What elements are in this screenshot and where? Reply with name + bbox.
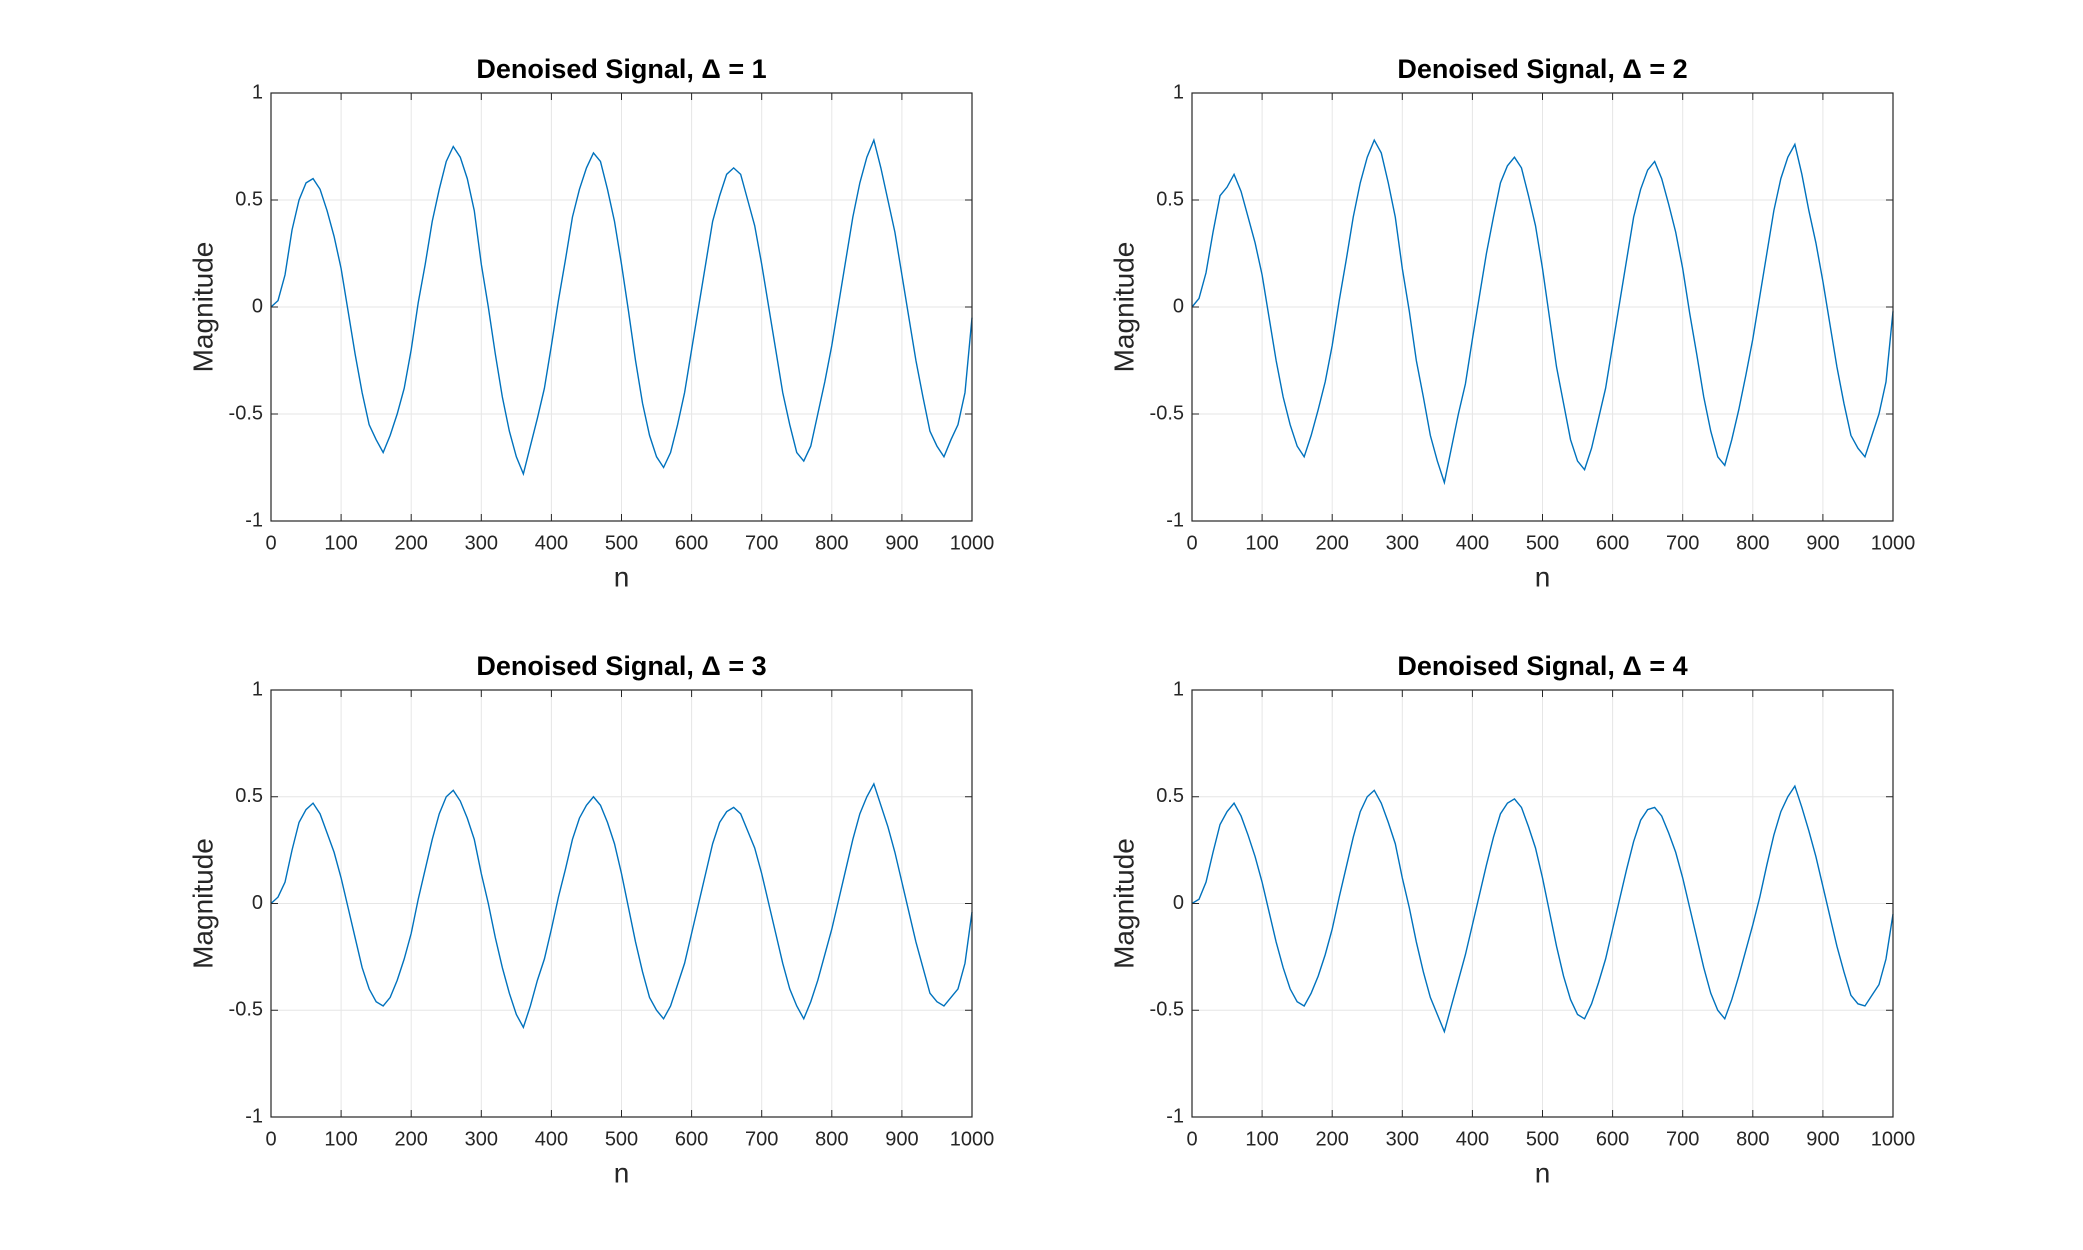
- x-tick-label: 300: [1386, 532, 1419, 554]
- x-tick-label: 600: [1596, 532, 1629, 554]
- y-axis-label: Magnitude: [187, 838, 218, 969]
- y-tick-label: -1: [245, 509, 263, 531]
- x-tick-label: 600: [675, 532, 708, 554]
- chart-title: Denoised Signal, Δ = 1: [476, 54, 766, 84]
- y-tick-label: 0.5: [235, 785, 263, 807]
- y-axis-label: Magnitude: [187, 242, 218, 373]
- x-tick-label: 500: [605, 532, 638, 554]
- x-tick-label: 800: [1736, 532, 1769, 554]
- x-tick-label: 300: [1386, 1128, 1419, 1150]
- x-tick-label: 200: [395, 1128, 428, 1150]
- x-tick-label: 700: [745, 1128, 778, 1150]
- x-tick-label: 200: [395, 532, 428, 554]
- x-tick-label: 1000: [950, 532, 995, 554]
- x-tick-label: 500: [605, 1128, 638, 1150]
- y-tick-label: 1: [252, 81, 263, 103]
- x-tick-label: 0: [1186, 1128, 1197, 1150]
- x-tick-label: 400: [1456, 532, 1489, 554]
- x-tick-label: 700: [1666, 532, 1699, 554]
- x-tick-label: 600: [1596, 1128, 1629, 1150]
- y-tick-label: 0.5: [1156, 188, 1184, 210]
- x-axis-label: n: [1535, 561, 1551, 592]
- x-tick-label: 900: [1806, 1128, 1839, 1150]
- x-tick-label: 300: [465, 532, 498, 554]
- x-tick-label: 200: [1316, 532, 1349, 554]
- x-tick-label: 900: [885, 532, 918, 554]
- subplot: 0 100 200 300 400 500 600 700 800 900 1000 -1 -0.5 0 0…: [187, 651, 994, 1188]
- y-tick-label: -0.5: [1150, 402, 1184, 424]
- subplot: 0 100 200 300 400 500 600 700 800 900 1000 -1 -0.5 0 0…: [1108, 651, 1915, 1188]
- x-tick-label: 0: [265, 532, 276, 554]
- y-tick-label: 0: [1173, 295, 1184, 317]
- y-tick-label: -0.5: [229, 999, 263, 1021]
- x-tick-label: 900: [1806, 532, 1839, 554]
- x-tick-label: 500: [1526, 1128, 1559, 1150]
- y-tick-label: -1: [1166, 1105, 1184, 1127]
- signal-line: [1191, 138, 1894, 486]
- x-tick-label: 1000: [1871, 1128, 1916, 1150]
- y-tick-label: -0.5: [1150, 999, 1184, 1021]
- y-tick-label: 0: [252, 295, 263, 317]
- x-tick-label: 0: [265, 1128, 276, 1150]
- y-axis-label: Magnitude: [1108, 838, 1139, 969]
- x-tick-label: 1000: [950, 1128, 995, 1150]
- chart-title: Denoised Signal, Δ = 4: [1397, 651, 1687, 681]
- x-axis-label: n: [614, 1157, 630, 1188]
- y-tick-label: 1: [252, 678, 263, 700]
- y-tick-label: -1: [245, 1105, 263, 1127]
- x-tick-label: 200: [1316, 1128, 1349, 1150]
- y-tick-label: 1: [1173, 81, 1184, 103]
- subplot: 0 100 200 300 400 500 600 700 800 900 1000 -1 -0.5 0 0…: [187, 54, 994, 592]
- x-tick-label: 600: [675, 1128, 708, 1150]
- signal-line: [270, 782, 973, 1030]
- x-tick-label: 100: [324, 1128, 357, 1150]
- x-tick-label: 800: [815, 532, 848, 554]
- x-tick-label: 100: [1245, 1128, 1278, 1150]
- x-tick-label: 400: [535, 532, 568, 554]
- y-tick-label: 0.5: [235, 188, 263, 210]
- x-tick-label: 500: [1526, 532, 1559, 554]
- chart-title: Denoised Signal, Δ = 3: [476, 651, 766, 681]
- x-tick-label: 100: [1245, 532, 1278, 554]
- x-axis-label: n: [614, 561, 630, 592]
- signal-line: [270, 137, 973, 477]
- x-tick-label: 0: [1186, 532, 1197, 554]
- chart-title: Denoised Signal, Δ = 2: [1397, 54, 1687, 84]
- x-tick-label: 900: [885, 1128, 918, 1150]
- y-tick-label: 0: [252, 892, 263, 914]
- y-tick-label: -1: [1166, 509, 1184, 531]
- x-tick-label: 700: [1666, 1128, 1699, 1150]
- x-tick-label: 400: [535, 1128, 568, 1150]
- y-tick-label: 0: [1173, 892, 1184, 914]
- x-tick-label: 700: [745, 532, 778, 554]
- x-tick-label: 1000: [1871, 532, 1916, 554]
- x-tick-label: 400: [1456, 1128, 1489, 1150]
- y-tick-label: 0.5: [1156, 785, 1184, 807]
- x-tick-label: 100: [324, 532, 357, 554]
- signal-line: [1191, 784, 1894, 1034]
- y-axis-label: Magnitude: [1108, 242, 1139, 373]
- y-tick-label: 1: [1173, 678, 1184, 700]
- x-tick-label: 300: [465, 1128, 498, 1150]
- subplot: 0 100 200 300 400 500 600 700 800 900 1000 -1 -0.5 0 0…: [1108, 54, 1915, 592]
- x-axis-label: n: [1535, 1157, 1551, 1188]
- x-tick-label: 800: [1736, 1128, 1769, 1150]
- y-tick-label: -0.5: [229, 402, 263, 424]
- x-tick-label: 800: [815, 1128, 848, 1150]
